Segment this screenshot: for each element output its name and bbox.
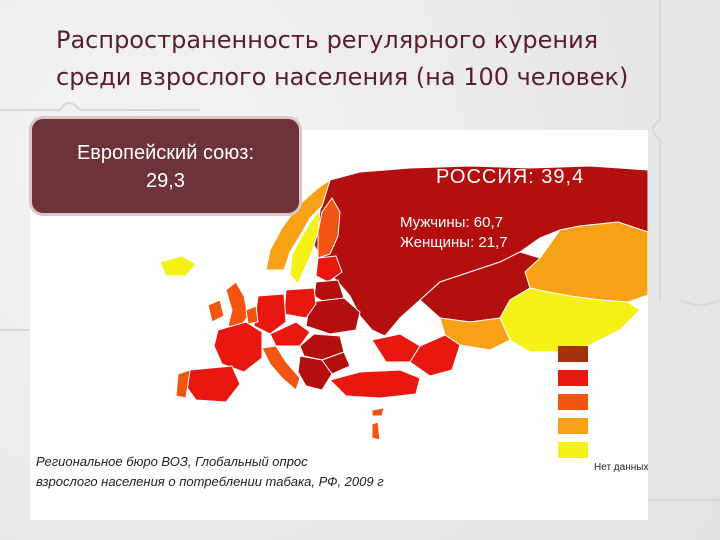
eu-value: 29,3 — [146, 170, 185, 192]
legend-label: <=22 — [616, 412, 639, 423]
region-norway — [265, 178, 331, 271]
europe-asia-map — [30, 130, 648, 520]
source-line-2: взрослого населения о потреблении табака… — [36, 474, 384, 489]
legend-label: <=34 — [616, 364, 639, 375]
region-israel — [371, 421, 381, 441]
region-germany — [253, 293, 287, 335]
region-central-asia — [499, 287, 641, 353]
russia-label: РОССИЯ: 39,4 — [436, 166, 585, 188]
source-line-1: Региональное бюро ВОЗ, Глобальный опрос — [36, 454, 308, 469]
region-sweden — [289, 208, 321, 285]
region-portugal — [175, 369, 191, 399]
legend-item: <=22 — [558, 412, 668, 436]
title-line-2: среди взрослого населения (на 100 челове… — [56, 63, 629, 91]
eu-label: Европейский союз: — [76, 142, 255, 164]
legend-swatch — [558, 442, 588, 458]
legend-label: <=16 — [616, 436, 639, 447]
region-italy — [261, 345, 301, 391]
region-cyprus — [371, 407, 385, 417]
source-citation: Региональное бюро ВОЗ, Глобальный опрос … — [36, 452, 536, 492]
region-benelux — [245, 305, 259, 325]
region-turkmenistan — [409, 334, 461, 377]
legend-swatch — [558, 370, 588, 386]
legend-label: <=28 — [616, 388, 639, 399]
region-iceland — [159, 255, 197, 277]
legend-item: <=28 — [558, 388, 668, 412]
region-ireland — [207, 299, 225, 323]
map-svg — [159, 165, 648, 441]
region-czech-austria — [269, 321, 311, 347]
legend-swatch — [558, 346, 588, 362]
region-france — [213, 321, 263, 373]
region-bulgaria — [321, 351, 351, 375]
eu-summary-box: Европейский союз: 29,3 — [29, 116, 302, 216]
slide-title: Распространенность регулярного курения с… — [56, 22, 706, 96]
region-turkey — [329, 369, 421, 399]
title-line-1: Распространенность регулярного курения — [56, 26, 599, 54]
region-spain — [185, 365, 241, 403]
legend-no-data: Нет данных — [594, 462, 649, 473]
region-uk — [225, 281, 249, 329]
women-value: Женщины: 21,7 — [400, 234, 508, 251]
legend-item: <=40 — [558, 340, 668, 364]
russia-gender-breakdown: Мужчины: 60,7 Женщины: 21,7 — [400, 213, 508, 253]
men-value: Мужчины: 60,7 — [400, 214, 503, 231]
legend-label: <=40 — [616, 340, 639, 351]
legend-item: <=16 — [558, 436, 668, 460]
legend-item: <=34 — [558, 364, 668, 388]
region-baltics — [315, 255, 343, 283]
region-ukraine — [305, 297, 361, 335]
legend-swatch — [558, 418, 588, 434]
legend-swatch — [558, 394, 588, 410]
